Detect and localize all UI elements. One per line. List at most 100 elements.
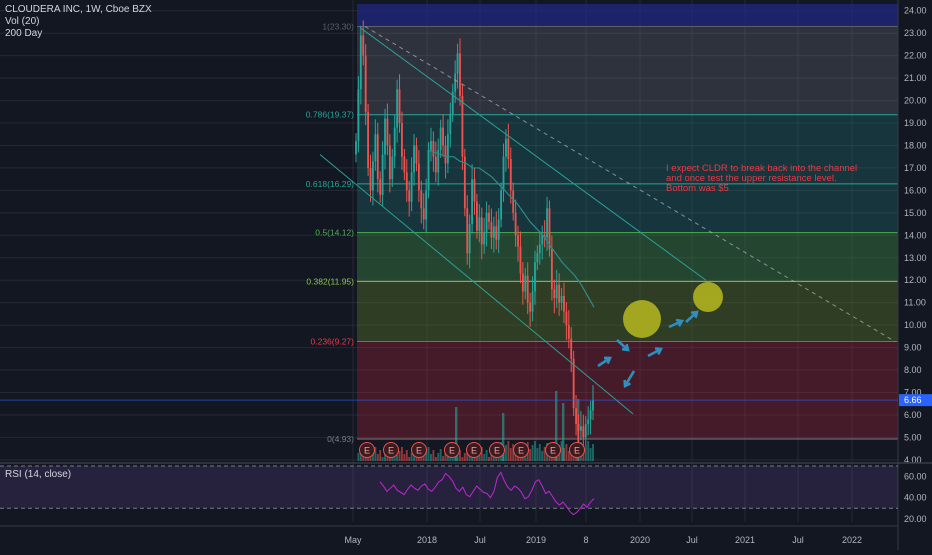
candle-body (449, 114, 452, 135)
earnings-letter: E (449, 446, 455, 456)
projection-arrow (623, 370, 636, 388)
arrow-shaft (668, 319, 683, 329)
price-axis-tick: 8.00 (904, 365, 922, 375)
candle-body (379, 179, 382, 195)
candle-body (456, 53, 459, 74)
candle-body (364, 55, 367, 112)
earnings-circle (489, 442, 505, 458)
candle-body (500, 190, 503, 220)
candle-body (577, 423, 580, 431)
volume-bar (403, 454, 406, 461)
rsi-band (0, 466, 898, 509)
volume-bar (388, 456, 391, 461)
volume-bar (422, 455, 425, 461)
candle-body (398, 89, 401, 124)
volume-bar (507, 441, 510, 461)
annotation-text[interactable]: I expect CLDR to break back into the cha… (666, 163, 858, 194)
candle-body (430, 140, 432, 150)
time-axis-tick: 2018 (417, 535, 437, 545)
candle-body (442, 127, 444, 146)
price-axis-tick: 21.00 (904, 73, 927, 83)
volume-bar (531, 445, 534, 461)
candle-body (570, 338, 573, 359)
volume-bar (374, 447, 377, 461)
earnings-letter: E (518, 446, 524, 456)
earnings-circle (411, 442, 427, 458)
volume-bar (449, 455, 452, 461)
candle-body (417, 163, 420, 191)
earnings-circle (466, 442, 482, 458)
volume-bar (410, 453, 413, 461)
candle-body (546, 208, 548, 238)
earnings-marker: E (545, 442, 561, 458)
candle-body (538, 244, 541, 254)
time-axis-tick: 2020 (630, 535, 650, 545)
rsi-axis-tick: 40.00 (904, 493, 927, 503)
volume-bar (427, 447, 430, 461)
volume-indicator-label[interactable]: Vol (20) (5, 16, 40, 27)
volume-bar (396, 455, 399, 461)
price-axis-tick: 10.00 (904, 320, 927, 330)
candle-body (575, 408, 577, 424)
moving-average-label[interactable]: 200 Day (5, 28, 43, 39)
earnings-circle (444, 442, 460, 458)
candle-body (405, 172, 408, 191)
candle-body (408, 190, 411, 202)
fib-level-label: 0.786(19.37) (306, 110, 354, 120)
arrow-head (621, 343, 630, 352)
time-axis-tick: Jul (474, 535, 486, 545)
earnings-letter: E (364, 446, 370, 456)
fib-level-label: 0.618(16.29) (306, 179, 354, 189)
fib-band (357, 26, 898, 115)
candle-body (563, 295, 565, 312)
candle-body (507, 138, 510, 159)
candle-body (534, 262, 536, 292)
price-axis-tick: 12.00 (904, 275, 927, 285)
candle-body (475, 201, 478, 231)
price-axis-tick: 13.00 (904, 253, 927, 263)
candle-body (589, 410, 592, 420)
arrow-head (690, 310, 699, 319)
fib-level-label: 0.236(9.27) (311, 337, 355, 347)
resistance-dashed-line (364, 26, 896, 342)
candle-body (425, 190, 428, 220)
fib-level-label: 1(23.30) (322, 21, 354, 31)
earnings-marker: E (411, 442, 427, 458)
candle-body (393, 127, 396, 157)
volume-spike (562, 403, 565, 461)
target-circle (693, 282, 723, 312)
symbol-title[interactable]: CLOUDERA INC, 1W, Cboe BZX (5, 4, 152, 15)
projection-arrow (597, 356, 612, 368)
earnings-circle (359, 442, 375, 458)
fib-level-label: 0.382(11.95) (306, 276, 354, 286)
candle-body (439, 127, 442, 150)
price-axis-tick: 18.00 (904, 140, 927, 150)
candle-body (386, 118, 389, 146)
volume-bar (444, 452, 447, 461)
volume-bar (371, 451, 374, 461)
time-axis-tick: 8 (583, 535, 588, 545)
fib-band (357, 183, 898, 233)
fib-band-top (357, 4, 898, 27)
candle-body (560, 295, 563, 303)
time-axis-tick: Jul (792, 535, 804, 545)
candle-body (473, 179, 476, 202)
price-axis-tick: 7.00 (904, 388, 922, 398)
volume-spike (555, 391, 558, 461)
volume-spike (502, 413, 505, 461)
volume-bar (459, 450, 461, 461)
candle-body (567, 325, 570, 339)
volume-bar (483, 454, 486, 461)
price-axis-tick: 14.00 (904, 230, 927, 240)
candle-body (381, 154, 384, 195)
rsi-indicator-label[interactable]: RSI (14, close) (5, 469, 72, 480)
volume-bar (357, 453, 360, 461)
volume-bar (400, 447, 403, 461)
candle-body (459, 53, 461, 97)
candle-body (422, 208, 425, 220)
candle-body (536, 253, 539, 263)
projection-arrow (685, 310, 699, 323)
earnings-marker: E (359, 442, 375, 458)
